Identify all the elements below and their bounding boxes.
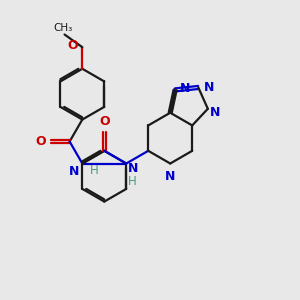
Text: O: O	[36, 135, 46, 148]
Text: O: O	[99, 116, 110, 128]
Text: CH₃: CH₃	[53, 23, 73, 33]
Text: N: N	[209, 106, 220, 119]
Text: N: N	[128, 162, 138, 175]
Text: N: N	[203, 81, 214, 94]
Text: N: N	[180, 82, 190, 95]
Text: H: H	[90, 164, 98, 176]
Text: N: N	[69, 165, 80, 178]
Text: N: N	[164, 169, 175, 183]
Text: O: O	[67, 39, 78, 52]
Text: H: H	[128, 176, 137, 188]
